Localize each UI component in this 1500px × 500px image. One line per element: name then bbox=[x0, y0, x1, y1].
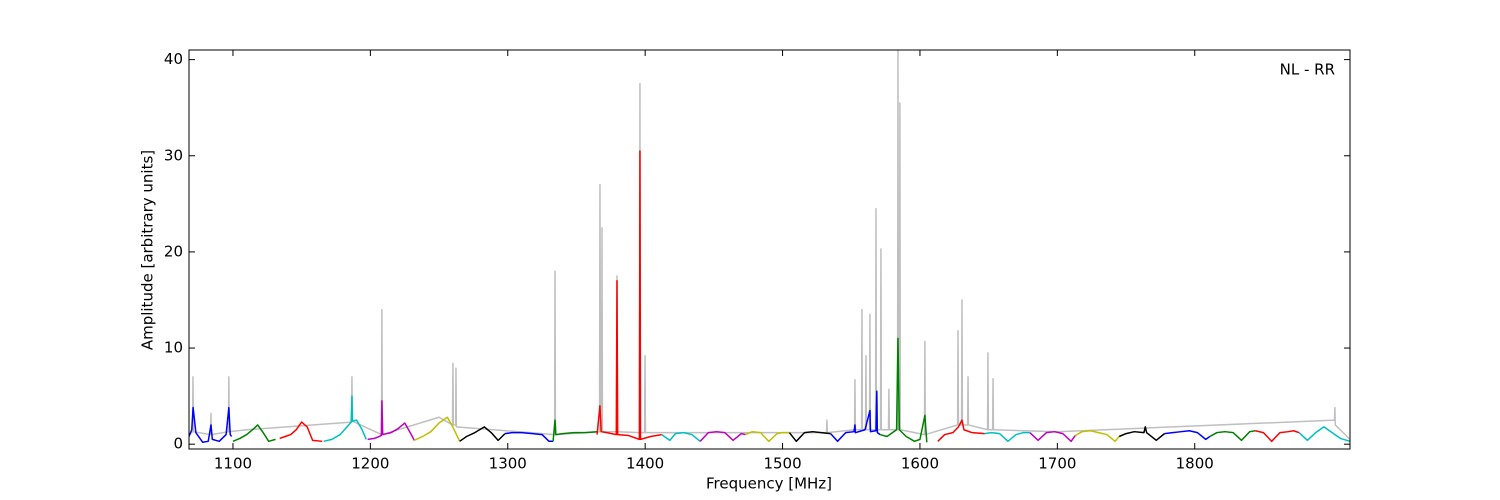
spectrum-line bbox=[459, 426, 506, 442]
spectrum-line bbox=[323, 395, 367, 443]
spectrum-line bbox=[745, 430, 790, 443]
x-tick-label: 1300 bbox=[489, 455, 527, 473]
spectrum-line bbox=[984, 431, 1030, 443]
x-tick-label: 1400 bbox=[626, 455, 664, 473]
plot-lines bbox=[189, 50, 1350, 444]
spectrum-line bbox=[279, 421, 323, 443]
spectrum-line bbox=[367, 400, 415, 441]
spectrum-line bbox=[830, 390, 881, 443]
y-axis-label: Amplitude [arbitrary units] bbox=[139, 150, 157, 350]
spectrum-line bbox=[414, 416, 461, 442]
plot-frame bbox=[188, 49, 1351, 450]
x-tick-label: 1100 bbox=[214, 455, 252, 473]
x-tick-label: 1200 bbox=[351, 455, 389, 473]
spectrum-line bbox=[1118, 426, 1165, 442]
spectrum-line bbox=[596, 150, 662, 441]
spectrum-line bbox=[879, 337, 928, 443]
y-tick-label: 40 bbox=[164, 50, 183, 68]
spectrum-line bbox=[1298, 426, 1350, 443]
y-tick-label: 0 bbox=[173, 435, 183, 453]
annotation: NL - RR bbox=[1280, 61, 1335, 79]
spectrum-line bbox=[504, 431, 554, 443]
y-tick-label: 20 bbox=[164, 242, 183, 260]
x-tick-label: 1700 bbox=[1038, 455, 1076, 473]
spectrum-line bbox=[1255, 429, 1300, 443]
spectrum-line bbox=[699, 430, 746, 442]
spectrum-line bbox=[1209, 429, 1256, 442]
spectrum-line bbox=[937, 419, 985, 442]
spectrum-line bbox=[232, 424, 276, 443]
spectrum-line bbox=[189, 406, 233, 444]
spectrum-line bbox=[1074, 429, 1120, 443]
spectrum-line bbox=[189, 50, 1350, 440]
y-tick-label: 10 bbox=[164, 339, 183, 357]
spectrum-line bbox=[661, 431, 701, 442]
x-axis-label: Frequency [MHz] bbox=[706, 475, 832, 493]
y-tick-label: 30 bbox=[164, 146, 183, 164]
x-tick-label: 1500 bbox=[763, 455, 801, 473]
spectrum-line bbox=[1164, 429, 1211, 441]
spectrum-line bbox=[552, 419, 598, 442]
x-tick-label: 1600 bbox=[901, 455, 939, 473]
x-tick-label: 1800 bbox=[1176, 455, 1214, 473]
spectrum-line bbox=[788, 430, 831, 443]
spectrum-line bbox=[1029, 430, 1076, 443]
